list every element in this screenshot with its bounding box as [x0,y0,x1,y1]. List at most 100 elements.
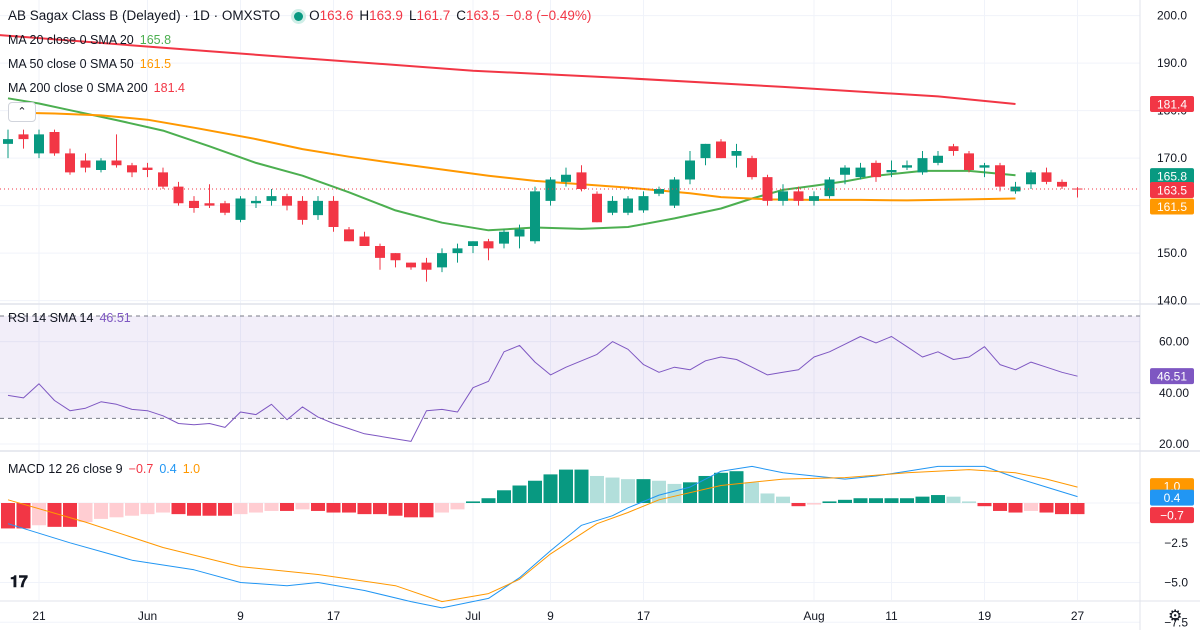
candle-body [127,165,137,173]
macd-tick-label: −2.5 [1164,536,1188,550]
macd-histogram-bar [233,503,248,515]
macd-line [7,465,1078,609]
candle-body [840,167,850,175]
time-tick-label: 21 [32,609,46,623]
candle-body [917,158,928,173]
candle-body [1072,188,1083,190]
ma200-price-badge-text: 181.4 [1157,97,1187,111]
tradingview-logo-icon[interactable]: 𝟏𝟕 [10,572,28,591]
macd-histogram-bar [311,503,325,511]
high-label: H [359,8,370,23]
time-tick-label: 27 [1071,609,1085,623]
macd-histogram-bar [652,480,666,503]
macd-histogram-bar [605,477,620,503]
macd-histogram-bar [729,471,744,503]
collapse-legend-button[interactable]: ⌃ [8,102,36,122]
macd-histogram-bar [78,503,93,523]
rsi-legend[interactable]: RSI 14 SMA 14 46.51 [8,311,137,325]
candle-body [514,229,525,237]
ma20-price-badge [1150,168,1194,185]
macd-hist-value: −0.7 [128,462,154,476]
macd-histogram-bar [264,503,279,511]
ma200-price-badge [1150,95,1194,112]
macd-histogram-bar [497,490,511,503]
candle-body [1057,181,1067,187]
candle-body [390,253,401,261]
macd-hist-badge-text: −0.7 [1160,509,1184,523]
rsi-value-badge-text: 46.51 [1157,370,1187,384]
time-tick-label: 11 [885,609,898,623]
macd-histogram-bar [249,503,263,513]
rsi-value: 46.51 [99,311,131,325]
macd-histogram-bar [466,501,480,503]
close-value: 163.5 [466,8,500,23]
macd-histogram-bar [171,503,186,515]
candle-body [251,200,261,204]
ma50-legend[interactable]: MA 50 close 0 SMA 50 161.5 [8,57,177,71]
candle-body [49,132,60,154]
macd-histogram-bar [884,498,899,503]
macd-histogram-bar [838,499,852,503]
candle-body [576,172,587,189]
macd-histogram-bar [481,498,496,503]
symbol-legend[interactable]: AB Sagax Class B (Delayed) · 1D · OMXSTO… [8,8,597,23]
rsi-label: RSI 14 SMA 14 [8,311,94,325]
ma50-label: MA 50 close 0 SMA 50 [8,57,134,71]
time-tick-label: Aug [803,609,824,623]
candle-body [282,196,292,206]
candle-body [1026,172,1036,185]
candle-body [685,160,695,180]
ma20-legend[interactable]: MA 20 close 0 SMA 20 165.8 [8,33,177,47]
candle-body [96,160,106,170]
macd-histogram-bar [636,479,651,503]
ma200-legend[interactable]: MA 200 close 0 SMA 200 181.4 [8,81,191,95]
macd-histogram-bar [853,498,868,503]
ma-line-ma200 [0,34,1016,105]
macd-histogram-bar [543,474,558,503]
price-tick-label: 190.0 [1157,56,1187,70]
settings-gear-icon[interactable]: ⚙ [1168,606,1183,625]
candle-body [111,160,122,166]
candle-body [979,165,990,168]
price-tick-label: 150.0 [1157,246,1187,260]
candle-body [406,262,416,268]
ma200-label: MA 200 close 0 SMA 200 [8,81,148,95]
time-tick-label: 9 [237,609,244,623]
candle-body [700,143,711,159]
candle-body [654,189,664,194]
macd-histogram-bar [280,503,294,511]
symbol-title: AB Sagax Class B (Delayed) · 1D · OMXSTO [8,8,281,23]
macd-histogram-bar [156,503,170,513]
macd-histogram-bar [1,503,15,529]
candle-body [716,141,726,159]
candle-body [80,160,91,168]
candle-body [886,170,897,173]
macd-histogram-bar [745,482,759,503]
time-tick-label: 19 [978,609,992,623]
candle-body [189,200,199,208]
last-price-badge [1150,182,1194,198]
time-tick-label: Jul [465,609,480,623]
candle-body [344,229,354,242]
candle-body [995,165,1005,187]
macd-histogram-bar [590,475,604,503]
candle-body [592,193,602,223]
macd-histogram-bar [450,503,465,510]
macd-histogram-bar [435,503,449,513]
time-tick-label: 9 [547,609,554,623]
candle-body [421,262,432,270]
ma20-value: 165.8 [139,33,172,47]
macd-histogram-bar [125,503,139,516]
macd-histogram-bar [342,503,356,513]
macd-signal-value: 1.0 [182,462,201,476]
macd-histogram-bar [1055,503,1069,515]
macd-histogram-bar [962,501,976,503]
macd-line-badge [1150,489,1194,506]
rsi-line [7,336,1078,442]
macd-legend[interactable]: MACD 12 26 close 9 −0.7 0.4 1.0 [8,462,206,476]
low-value: 161.7 [416,8,451,23]
candle-body [964,153,974,170]
macd-tick-label: −7.5 [1164,615,1188,629]
ma50-price-badge-text: 161.5 [1157,200,1187,214]
